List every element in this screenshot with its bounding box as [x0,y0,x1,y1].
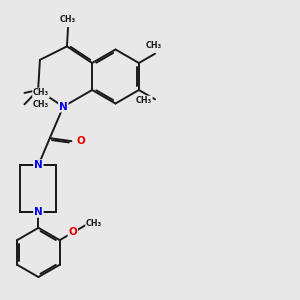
Text: O: O [77,136,85,146]
Text: N: N [59,102,68,112]
Text: N: N [34,207,43,217]
Text: CH₃: CH₃ [136,96,152,105]
Text: CH₃: CH₃ [60,15,76,24]
Text: N: N [34,160,43,170]
Text: CH₃: CH₃ [33,100,49,109]
Text: CH₃: CH₃ [146,41,162,50]
Text: CH₃: CH₃ [86,219,102,228]
Text: CH₃: CH₃ [33,88,49,98]
Text: O: O [68,227,77,237]
